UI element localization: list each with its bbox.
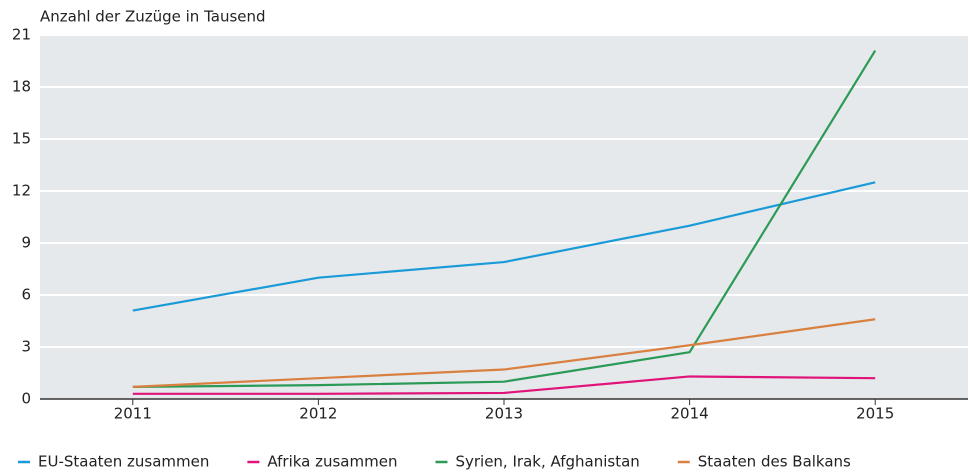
y-tick-label: 18 (12, 78, 31, 96)
x-tick-label: 2015 (856, 405, 894, 423)
series-line (132, 50, 877, 388)
legend-label: EU-Staaten zusammen (38, 453, 209, 471)
y-tick-label: 6 (21, 286, 31, 304)
y-tick-label: 15 (12, 130, 31, 148)
x-tick-label: 2014 (671, 405, 709, 423)
y-axis-label: Anzahl der Zuzüge in Tausend (40, 8, 266, 26)
series-line (132, 375, 876, 395)
legend-label: Afrika zusammen (267, 453, 397, 471)
series-line (132, 181, 876, 312)
y-tick-label: 21 (12, 26, 31, 44)
legend-label: Syrien, Irak, Afghanistan (455, 453, 639, 471)
x-tick-label: 2011 (114, 405, 152, 423)
y-tick-label: 12 (12, 182, 31, 200)
x-tick-label: 2013 (485, 405, 523, 423)
x-tick-label: 2012 (299, 405, 337, 423)
legend-label: Staaten des Balkans (698, 453, 851, 471)
y-tick-label: 9 (21, 234, 31, 252)
series-line (132, 318, 876, 388)
y-tick-label: 0 (21, 390, 31, 408)
y-tick-label: 3 (21, 338, 31, 356)
plot-area (40, 35, 968, 399)
